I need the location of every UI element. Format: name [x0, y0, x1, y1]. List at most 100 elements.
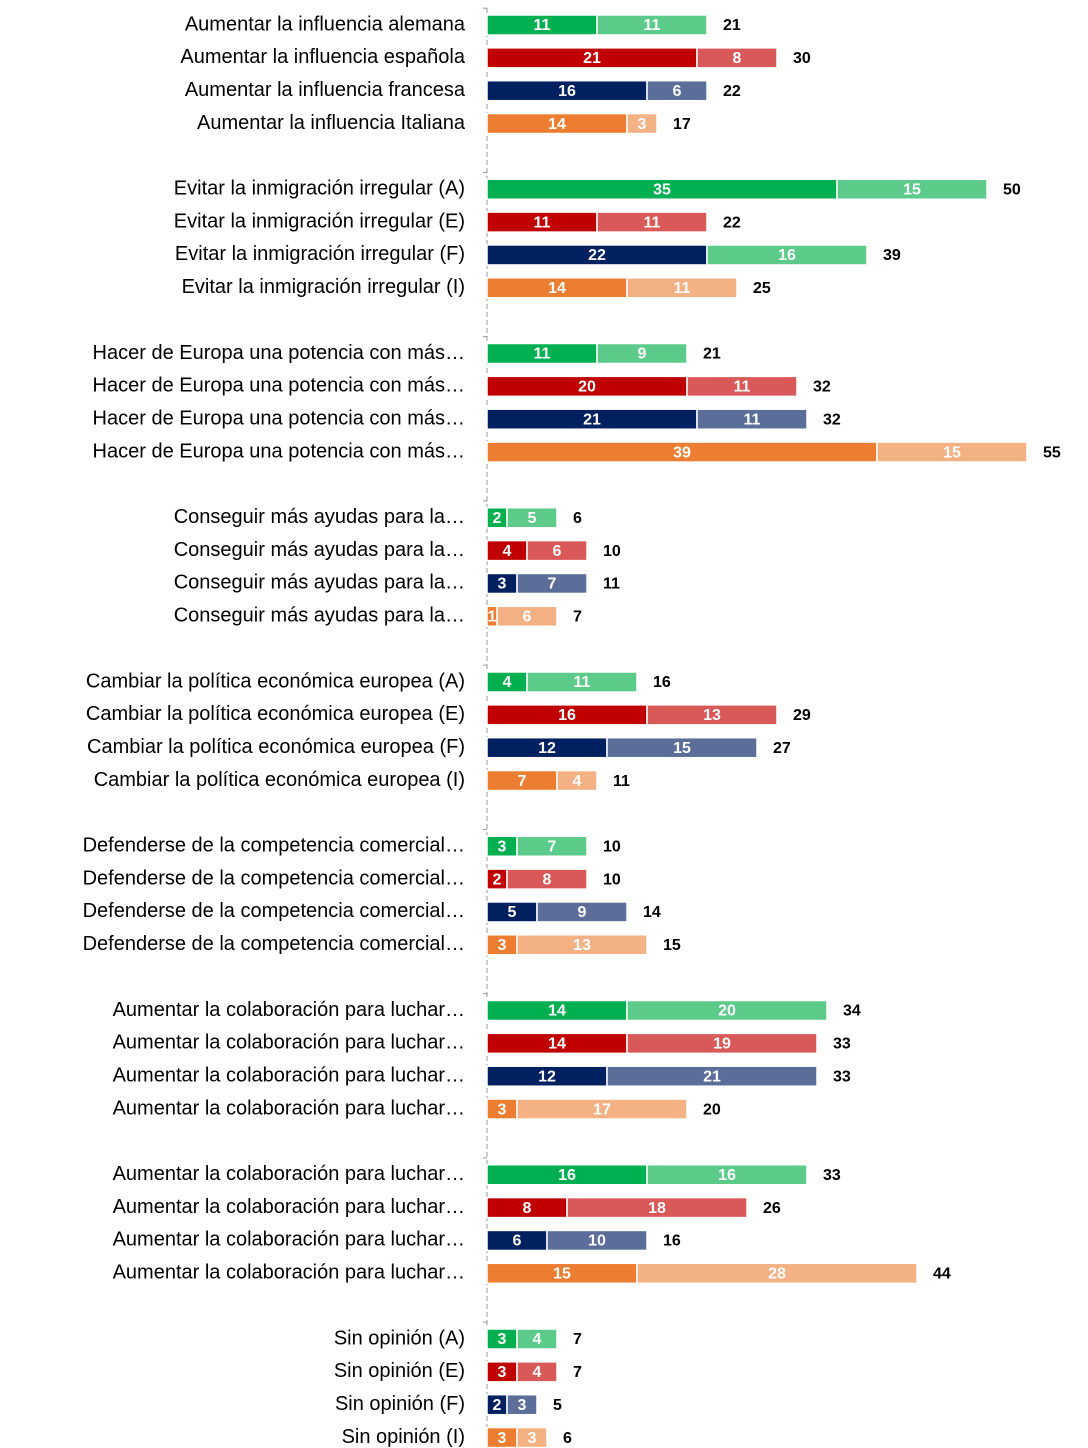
category-label: Conseguir más ayudas para la… — [174, 506, 465, 528]
segment-label: 18 — [648, 1200, 666, 1217]
category-label: Defenderse de la competencia comercial… — [83, 933, 465, 955]
total-label: 20 — [703, 1101, 721, 1118]
segment-label: 11 — [574, 674, 591, 691]
total-label: 33 — [833, 1036, 851, 1053]
segment-label: 15 — [943, 444, 961, 461]
segment-label: 11 — [534, 346, 551, 363]
bar-segment — [596, 14, 708, 36]
total-label: 7 — [573, 1331, 582, 1348]
segment-label: 7 — [548, 576, 557, 593]
segment-label: 8 — [543, 871, 552, 888]
segment-label: 16 — [558, 1167, 576, 1184]
category-label: Defenderse de la competencia comercial… — [83, 867, 465, 889]
segment-label: 2 — [493, 1397, 502, 1414]
total-label: 17 — [673, 116, 691, 133]
category-label: Evitar la inmigración irregular (E) — [174, 210, 465, 232]
segment-label: 9 — [638, 346, 647, 363]
segment-label: 3 — [498, 1364, 507, 1381]
segment-label: 11 — [734, 379, 751, 396]
segment-label: 11 — [534, 17, 551, 34]
segment-label: 3 — [498, 937, 507, 954]
segment-label: 6 — [513, 1233, 522, 1250]
category-label: Defenderse de la competencia comercial… — [83, 900, 465, 922]
total-label: 11 — [603, 576, 620, 593]
category-label: Sin opinión (F) — [335, 1393, 465, 1415]
total-label: 33 — [823, 1167, 841, 1184]
segment-label: 35 — [653, 181, 671, 198]
bar-segment — [536, 901, 628, 923]
bar-segment — [516, 1361, 558, 1383]
bar-segment — [556, 769, 598, 792]
bar-segment — [496, 605, 558, 628]
bar-segment — [606, 736, 758, 759]
total-label: 25 — [753, 280, 771, 297]
segment-label: 20 — [578, 379, 596, 396]
segment-label: 17 — [593, 1101, 611, 1118]
total-label: 21 — [723, 17, 741, 34]
bar-segment — [526, 539, 588, 562]
total-label: 30 — [793, 50, 811, 67]
segment-label: 3 — [498, 1101, 507, 1118]
segment-label: 15 — [903, 181, 921, 198]
total-label: 14 — [643, 904, 661, 921]
category-label: Hacer de Europa una potencia con más… — [93, 342, 465, 364]
bar-segment — [606, 1065, 818, 1087]
segment-label: 11 — [674, 280, 691, 297]
segment-label: 7 — [518, 773, 527, 790]
segment-label: 3 — [528, 1430, 537, 1447]
segment-label: 14 — [548, 280, 566, 297]
total-label: 15 — [663, 937, 681, 954]
category-label: Aumentar la influencia española — [180, 46, 466, 68]
bar-segment — [696, 47, 778, 69]
segment-label: 4 — [503, 674, 512, 691]
total-label: 10 — [603, 871, 621, 888]
category-label: Aumentar la colaboración para luchar… — [113, 1262, 465, 1284]
total-label: 7 — [573, 609, 582, 626]
bar-segment — [686, 375, 798, 398]
category-label: Aumentar la colaboración para luchar… — [113, 1064, 465, 1086]
segment-label: 2 — [493, 871, 502, 888]
bar-segment — [596, 211, 708, 233]
segment-label: 11 — [534, 214, 551, 231]
category-label: Evitar la inmigración irregular (F) — [175, 243, 465, 265]
segment-label: 39 — [673, 444, 691, 461]
segment-label: 11 — [644, 214, 661, 231]
category-label: Sin opinión (A) — [334, 1327, 465, 1349]
bar-segment — [626, 112, 658, 135]
total-label: 50 — [1003, 181, 1021, 198]
bar-segment — [516, 1328, 558, 1350]
total-label: 10 — [603, 838, 621, 855]
bar-segment — [526, 671, 638, 693]
bar-segment — [626, 1032, 818, 1055]
bar-segment — [876, 441, 1028, 463]
category-label: Aumentar la colaboración para luchar… — [113, 1229, 465, 1251]
bar-segment — [516, 835, 588, 857]
bar-segment — [516, 934, 648, 956]
total-label: 55 — [1043, 444, 1061, 461]
total-label: 33 — [833, 1068, 851, 1085]
bar-segment — [646, 1164, 808, 1186]
total-label: 10 — [603, 543, 621, 560]
category-label: Conseguir más ayudas para la… — [174, 605, 465, 627]
category-label: Evitar la inmigración irregular (A) — [174, 178, 465, 200]
total-label: 21 — [703, 346, 721, 363]
segment-label: 3 — [638, 116, 647, 133]
segment-label: 15 — [553, 1266, 571, 1283]
category-label: Aumentar la influencia Italiana — [197, 112, 466, 134]
bar-segment — [566, 1196, 748, 1219]
segment-label: 7 — [548, 838, 557, 855]
total-label: 34 — [843, 1003, 861, 1020]
segment-label: 19 — [713, 1036, 731, 1053]
category-label: Cambiar la política económica europea (A… — [86, 670, 465, 692]
bar-segment — [626, 277, 738, 299]
category-label: Evitar la inmigración irregular (I) — [182, 276, 465, 298]
bar-segment — [596, 342, 688, 365]
segment-label: 3 — [498, 838, 507, 855]
bar-segment — [646, 704, 778, 726]
total-label: 6 — [573, 510, 582, 527]
segment-label: 16 — [558, 83, 576, 100]
segment-label: 5 — [528, 510, 537, 527]
category-label: Conseguir más ayudas para la… — [174, 539, 465, 561]
segment-label: 6 — [553, 543, 562, 560]
category-label: Aumentar la colaboración para luchar… — [113, 999, 465, 1021]
